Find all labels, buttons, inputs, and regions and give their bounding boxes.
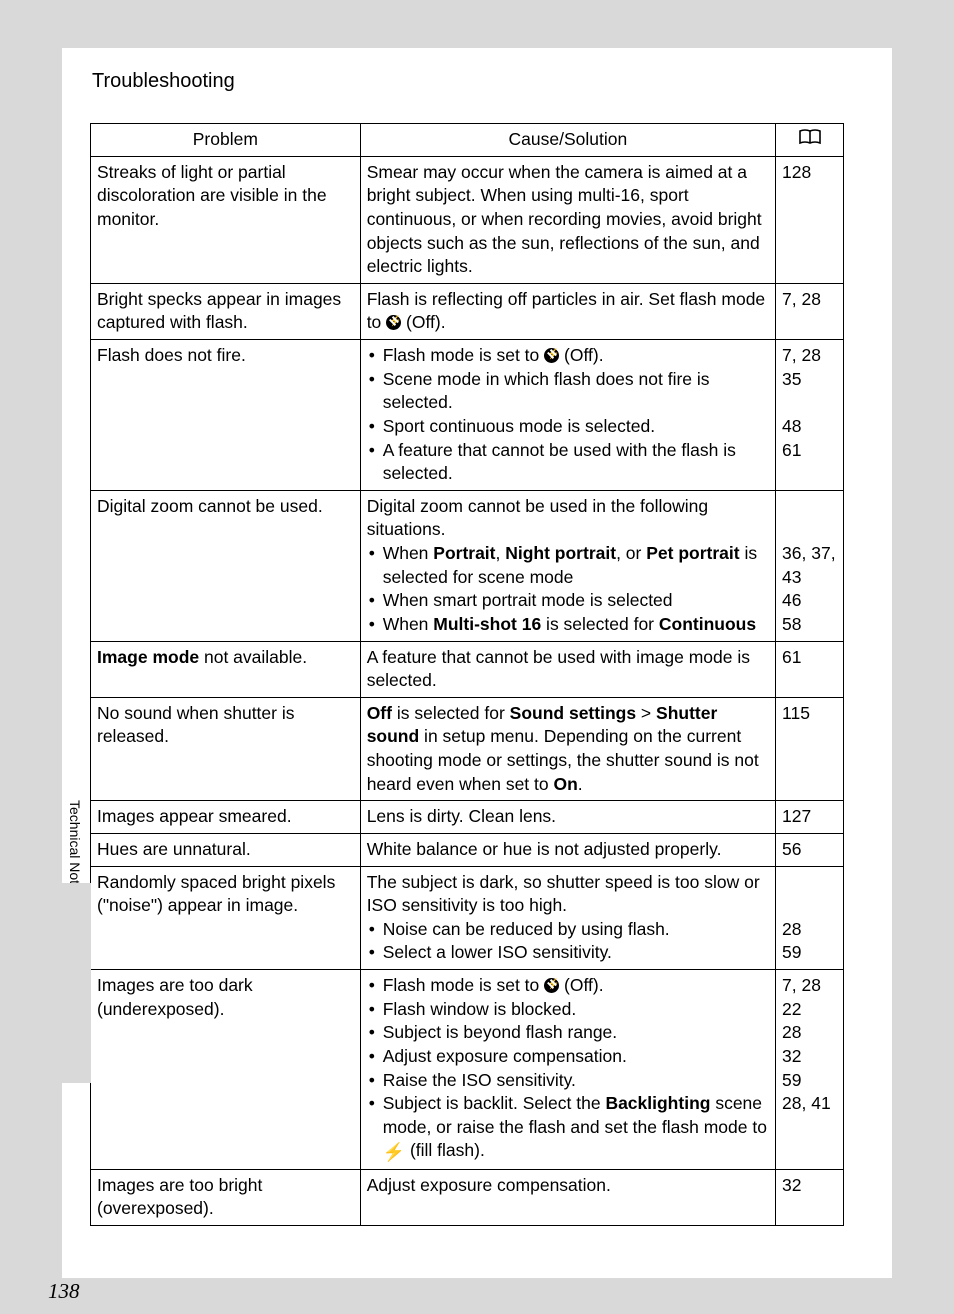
cell-page-ref: 7, 28 35 48 61	[776, 340, 844, 491]
table-row: No sound when shutter is released.Off is…	[91, 697, 844, 801]
bullet-item: A feature that cannot be used with the f…	[367, 439, 769, 486]
cell-problem: Digital zoom cannot be used.	[91, 490, 361, 641]
table-header-row: Problem Cause/Solution	[91, 124, 844, 157]
cell-problem: Images are too dark (underexposed).	[91, 970, 361, 1170]
cell-problem: Streaks of light or partial discoloratio…	[91, 156, 361, 283]
cell-cause: Flash mode is set to (Off).Flash window …	[360, 970, 775, 1170]
cell-page-ref: 36, 37, 43 46 58	[776, 490, 844, 641]
table-row: Flash does not fire.Flash mode is set to…	[91, 340, 844, 491]
table-row: Image mode not available.A feature that …	[91, 641, 844, 697]
cell-page-ref: 28 59	[776, 866, 844, 970]
table-row: Digital zoom cannot be used.Digital zoom…	[91, 490, 844, 641]
flash-off-icon	[386, 315, 401, 330]
cell-problem: Flash does not fire.	[91, 340, 361, 491]
cell-cause: Off is selected for Sound settings > Shu…	[360, 697, 775, 801]
cell-problem: Images appear smeared.	[91, 801, 361, 834]
bullet-item: When Multi-shot 16 is selected for Conti…	[367, 613, 769, 637]
cell-cause: Flash mode is set to (Off).Scene mode in…	[360, 340, 775, 491]
cell-page-ref: 127	[776, 801, 844, 834]
bullet-item: Raise the ISO sensitivity.	[367, 1069, 769, 1093]
page-number: 138	[48, 1279, 80, 1304]
cell-cause: Lens is dirty. Clean lens.	[360, 801, 775, 834]
bullet-item: Sport continuous mode is selected.	[367, 415, 769, 439]
side-tab-marker	[62, 883, 91, 1083]
bullet-item: When Portrait, Night portrait, or Pet po…	[367, 542, 769, 589]
troubleshooting-table: Problem Cause/Solution Streaks of light …	[90, 123, 844, 1226]
bullet-item: Adjust exposure compensation.	[367, 1045, 769, 1069]
table-row: Streaks of light or partial discoloratio…	[91, 156, 844, 283]
bullet-list: When Portrait, Night portrait, or Pet po…	[367, 542, 769, 637]
bullet-list: Noise can be reduced by using flash.Sele…	[367, 918, 769, 965]
cell-page-ref: 56	[776, 833, 844, 866]
bullet-item: Flash mode is set to (Off).	[367, 344, 769, 368]
cell-page-ref: 7, 28 22 28 32 59 28, 41	[776, 970, 844, 1170]
bullet-item: Subject is backlit. Select the Backlight…	[367, 1092, 769, 1165]
table-row: Hues are unnatural.White balance or hue …	[91, 833, 844, 866]
cell-page-ref: 115	[776, 697, 844, 801]
cell-cause: Adjust exposure compensation.	[360, 1169, 775, 1225]
bullet-item: Scene mode in which flash does not fire …	[367, 368, 769, 415]
cell-page-ref: 128	[776, 156, 844, 283]
cell-problem: No sound when shutter is released.	[91, 697, 361, 801]
cell-cause: Flash is reflecting off particles in air…	[360, 283, 775, 339]
cell-cause: Digital zoom cannot be used in the follo…	[360, 490, 775, 641]
bullet-item: Subject is beyond flash range.	[367, 1021, 769, 1045]
table-row: Randomly spaced bright pixels ("noise") …	[91, 866, 844, 970]
bullet-item: Noise can be reduced by using flash.	[367, 918, 769, 942]
book-icon	[799, 129, 821, 145]
flash-off-icon	[544, 978, 559, 993]
bullet-list: Flash mode is set to (Off).Flash window …	[367, 974, 769, 1165]
table-row: Images appear smeared.Lens is dirty. Cle…	[91, 801, 844, 834]
cell-problem: Image mode not available.	[91, 641, 361, 697]
flash-off-icon	[544, 348, 559, 363]
bullet-item: Flash window is blocked.	[367, 998, 769, 1022]
table-row: Images are too dark (underexposed).Flash…	[91, 970, 844, 1170]
page-title: Troubleshooting	[92, 70, 844, 93]
bullet-item: Flash mode is set to (Off).	[367, 974, 769, 998]
col-header-problem: Problem	[91, 124, 361, 157]
cell-cause: A feature that cannot be used with image…	[360, 641, 775, 697]
table-row: Images are too bright (overexposed).Adju…	[91, 1169, 844, 1225]
cell-problem: Images are too bright (overexposed).	[91, 1169, 361, 1225]
cell-cause: White balance or hue is not adjusted pro…	[360, 833, 775, 866]
table-row: Bright specks appear in images captured …	[91, 283, 844, 339]
col-header-ref	[776, 124, 844, 157]
cell-problem: Bright specks appear in images captured …	[91, 283, 361, 339]
cell-page-ref: 32	[776, 1169, 844, 1225]
cell-page-ref: 7, 28	[776, 283, 844, 339]
cell-page-ref: 61	[776, 641, 844, 697]
cell-problem: Randomly spaced bright pixels ("noise") …	[91, 866, 361, 970]
bullet-item: Select a lower ISO sensitivity.	[367, 941, 769, 965]
bullet-list: Flash mode is set to (Off).Scene mode in…	[367, 344, 769, 486]
cell-cause: Smear may occur when the camera is aimed…	[360, 156, 775, 283]
col-header-cause: Cause/Solution	[360, 124, 775, 157]
cell-cause: The subject is dark, so shutter speed is…	[360, 866, 775, 970]
cell-problem: Hues are unnatural.	[91, 833, 361, 866]
bullet-item: When smart portrait mode is selected	[367, 589, 769, 613]
manual-page: Troubleshooting Problem Cause/Solution S…	[62, 48, 892, 1278]
